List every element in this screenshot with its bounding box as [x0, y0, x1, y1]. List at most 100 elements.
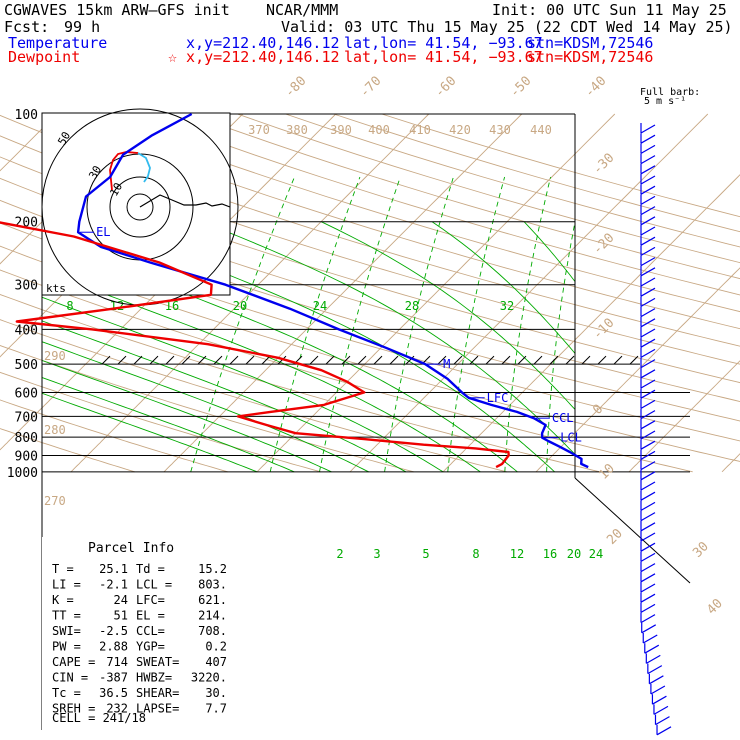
- parcel-row-label: CAPE =: [52, 655, 95, 669]
- parcel-info-rows: T = 25.1 Td = 15.2 LI = -2.1 LCL = 803. K = 24 LFC…: [52, 562, 227, 716]
- dewpoint-profile: [0, 221, 510, 469]
- hatch-mark: [261, 355, 271, 365]
- wind-barb: [640, 603, 656, 613]
- parcel-row-label: HWBZ=: [136, 671, 172, 685]
- parcel-row-value: 3220.: [191, 671, 227, 685]
- wind-barb: [640, 236, 656, 246]
- pressure-label-500: 500: [15, 358, 38, 373]
- hodograph-trace: [139, 194, 231, 208]
- dry-adiabat-line: [44, 113, 740, 330]
- isotherm-line: [0, 113, 151, 265]
- dry-adiabat-line: [237, 113, 740, 264]
- wind-barb: [640, 328, 656, 338]
- parcel-row-value: 24: [114, 593, 128, 607]
- hatch-mark: [437, 355, 447, 365]
- wind-barb: [640, 246, 656, 256]
- wind-barb: [640, 348, 656, 358]
- dry-adiabat-line: [0, 135, 740, 365]
- barb-note-2: 5 m s⁻¹: [644, 96, 686, 107]
- parcel-row-value: 2.88: [99, 640, 128, 654]
- wind-barb: [640, 144, 656, 154]
- wind-barb: [640, 175, 656, 185]
- isotherm-label: -20: [590, 231, 617, 258]
- sounding-profiles: [0, 112, 589, 469]
- level-markers: EL M LFC CCL LCL: [80, 225, 582, 445]
- hatch-mark: [149, 355, 159, 365]
- hatch-mark: [229, 355, 239, 365]
- mixing-ratio-line: [504, 176, 552, 472]
- hatch-mark: [405, 355, 415, 365]
- temperature-latlon: lat,lon= 41.54, −93.67: [344, 34, 543, 52]
- moist-adiabat-line: [523, 221, 690, 473]
- hatch-mark: [485, 355, 495, 365]
- forecast-label: Fcst:: [4, 18, 49, 36]
- dewpoint-latlon: lat,lon= 41.54, −93.67: [344, 48, 543, 66]
- marker-label-m: M: [443, 357, 450, 371]
- marker-label-lfc: LFC: [487, 391, 509, 405]
- dry-adiabat-line: [189, 113, 740, 280]
- wind-barb: [650, 685, 666, 695]
- wind-barb: [649, 675, 664, 685]
- mixing-ratio-label: 20: [233, 299, 247, 313]
- dry-adiabat-line: [0, 319, 507, 473]
- hatch-mark: [629, 355, 639, 365]
- parcel-row-label: PW =: [52, 640, 81, 654]
- parcel-info-panel: Parcel Info T = 25.1 Td = 15.2 LI = -2.1 LCL =…: [42, 537, 230, 730]
- theta-left-label: 280: [44, 423, 66, 437]
- dewpoint-legend: Dewpoint: [8, 48, 80, 66]
- wind-barb: [640, 206, 656, 216]
- parcel-row-value: 708.: [198, 624, 227, 638]
- model-title: CGWAVES 15km ARW—GFS init: [4, 1, 230, 19]
- hodograph-ring-inner: [126, 193, 154, 221]
- wind-barb: [640, 430, 656, 440]
- isotherm-label: -30: [590, 151, 617, 178]
- hodograph-trace-cyan: [137, 152, 151, 183]
- init-time: Init: 00 UTC Sun 11 May 25: [492, 1, 727, 19]
- wind-barb: [640, 185, 656, 195]
- parcel-row-label: K =: [52, 593, 74, 607]
- wind-barb: [640, 542, 656, 552]
- mixing-ratio-label: 16: [165, 299, 179, 313]
- dry-adiabat-line: [0, 114, 740, 347]
- parcel-row-label: SREH =: [52, 702, 95, 716]
- parcel-row-value: -387: [99, 671, 128, 685]
- parcel-row-label: LCL =: [136, 578, 172, 592]
- parcel-row-value: 214.: [198, 609, 227, 623]
- wind-barb: [640, 369, 656, 379]
- wind-barb: [640, 134, 656, 144]
- wind-barb: [644, 644, 660, 654]
- wind-barb: [640, 593, 656, 603]
- parcel-row-value: 621.: [198, 593, 227, 607]
- hodograph-ring-label-30: 30: [86, 164, 104, 182]
- parcel-info-title: Parcel Info: [88, 541, 174, 556]
- parcel-row-value: 36.5: [99, 686, 128, 700]
- parcel-row-label: CIN =: [52, 671, 88, 685]
- temperature-xy: x,y=212.40,146.12: [186, 34, 340, 52]
- dry-adiabat-line: [285, 113, 740, 248]
- dry-adiabat-line: [0, 428, 135, 473]
- mixing-ratio-label: 5: [422, 547, 429, 561]
- forecast-hour: 99 h: [64, 18, 100, 36]
- parcel-info-background: [42, 537, 230, 730]
- hatch-mark: [581, 355, 591, 365]
- wind-barb: [640, 338, 656, 348]
- hatch-mark: [613, 355, 623, 365]
- dewpoint-xy: ☆ x,y=212.40,146.12: [168, 48, 340, 66]
- hatch-mark: [101, 355, 111, 365]
- wind-barb: [640, 216, 656, 226]
- hatch-mark: [181, 355, 191, 365]
- temperature-profile: [76, 112, 589, 469]
- wind-barb: [640, 155, 656, 165]
- isotherm-label: 30: [690, 539, 712, 561]
- wind-barb: [640, 287, 656, 297]
- theta-left-label: 270: [44, 494, 66, 508]
- parcel-row-label: SWEAT=: [136, 655, 179, 669]
- parcel-row-value: 7.7: [205, 702, 227, 716]
- isotherm-line: [442, 174, 740, 473]
- isotherm-label: -70: [357, 74, 384, 101]
- hatch-mark: [533, 355, 543, 365]
- hatch-mark: [517, 355, 527, 365]
- center-name: NCAR/MMM: [266, 1, 338, 19]
- wind-barb: [640, 614, 656, 624]
